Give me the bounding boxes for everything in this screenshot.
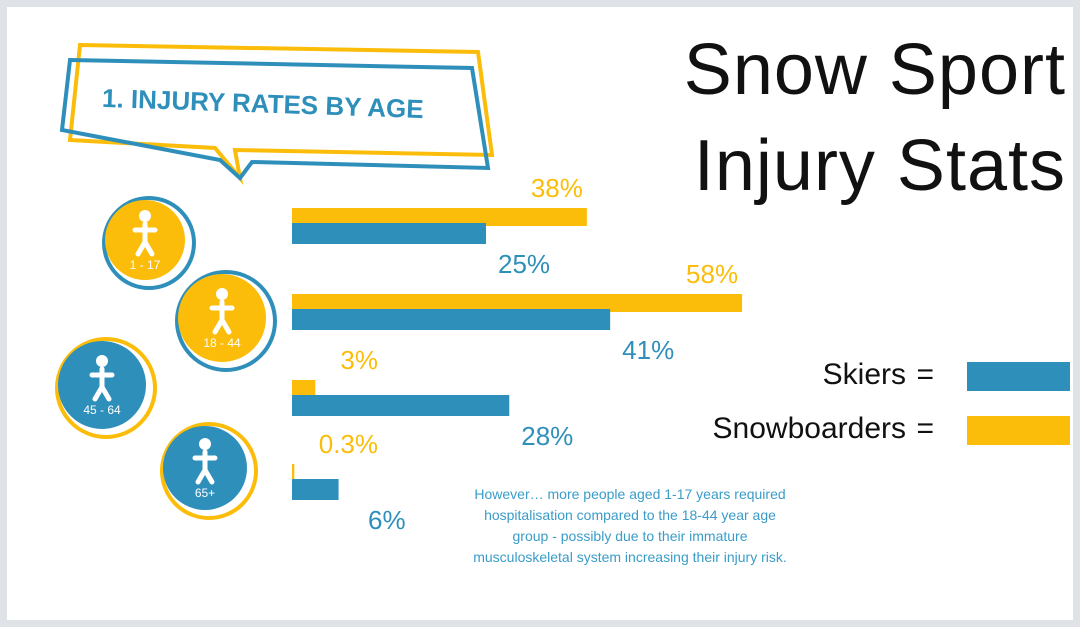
icon <box>96 355 108 367</box>
header-callout: 1. INJURY RATES BY AGE <box>59 42 495 186</box>
bar <box>292 395 510 416</box>
value-label: 28% <box>521 421 573 451</box>
bar <box>292 464 295 482</box>
icon <box>132 221 158 257</box>
icon <box>89 366 115 402</box>
bar <box>292 294 743 312</box>
legend-swatch <box>967 362 1070 391</box>
value-label: 25% <box>498 249 550 279</box>
bar <box>292 380 316 398</box>
value-label: 6% <box>368 505 406 535</box>
legend-label: Snowboarders <box>713 412 906 445</box>
badge-ring <box>102 196 196 290</box>
icon <box>199 438 211 450</box>
bar <box>292 208 587 226</box>
icon <box>139 210 151 222</box>
section-heading: 1. INJURY RATES BY AGE <box>102 83 425 124</box>
bar <box>292 479 339 500</box>
badge-ring <box>55 337 157 439</box>
legend-separator: = <box>916 358 934 391</box>
icon <box>192 449 218 485</box>
category-label: 18 - 44 <box>203 336 241 350</box>
badge-ring <box>160 422 258 520</box>
category-label: 45 - 64 <box>83 403 121 417</box>
legend-separator: = <box>916 412 934 445</box>
legend-swatch <box>967 416 1070 445</box>
annotation: However… more people aged 1-17 years req… <box>473 486 787 565</box>
value-label: 3% <box>340 345 378 375</box>
chart-title: Snow Sport Injury Stats <box>683 30 1066 206</box>
category-label: 65+ <box>195 486 215 500</box>
category-label: 1 - 17 <box>130 258 161 272</box>
value-label: 0.3% <box>319 429 378 459</box>
icon <box>216 288 228 300</box>
legend-label: Skiers <box>823 358 906 391</box>
icon <box>209 299 235 335</box>
badge-ring <box>175 270 277 372</box>
bar <box>292 309 611 330</box>
value-label: 38% <box>531 173 583 203</box>
value-label: 58% <box>686 259 738 289</box>
bar <box>292 223 486 244</box>
value-label: 41% <box>622 335 674 365</box>
